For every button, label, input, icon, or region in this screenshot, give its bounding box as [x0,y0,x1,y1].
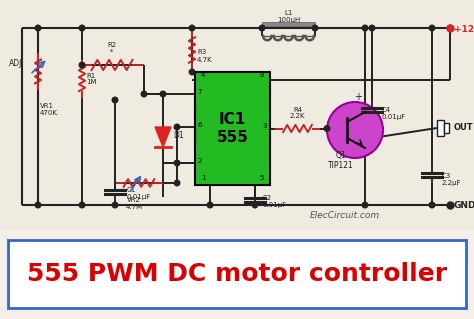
Circle shape [79,202,85,208]
Bar [437,120,444,136]
Circle shape [79,62,85,68]
Text: 1: 1 [201,175,205,181]
Circle shape [112,97,118,103]
Text: C2
0.01μF: C2 0.01μF [263,196,287,209]
Circle shape [429,25,435,31]
Text: VR1
470K: VR1 470K [40,103,58,116]
Circle shape [112,202,118,208]
Circle shape [79,25,85,31]
Circle shape [362,202,368,208]
FancyBboxPatch shape [195,72,270,185]
Bar [444,123,449,133]
Text: IC1
555: IC1 555 [217,112,248,145]
Circle shape [174,180,180,186]
Text: 8: 8 [260,72,264,78]
Text: L1
100μH: L1 100μH [277,10,300,23]
Circle shape [207,202,213,208]
Bar [262,22,315,26]
Text: R2
*: R2 * [108,42,117,55]
Text: C4
0.01μF: C4 0.01μF [382,108,406,121]
Text: D1: D1 [173,130,183,139]
Circle shape [189,69,195,75]
Circle shape [35,25,41,31]
Circle shape [174,124,180,130]
FancyBboxPatch shape [0,0,474,230]
Text: 2: 2 [198,158,202,164]
Text: C3
2.2μF: C3 2.2μF [442,173,462,186]
Circle shape [362,25,368,31]
Text: 6: 6 [198,122,202,128]
Circle shape [141,91,147,97]
Text: R4
2.2K: R4 2.2K [290,107,305,120]
Circle shape [447,25,453,31]
Text: 5: 5 [260,175,264,181]
Text: ElecCircuit.com: ElecCircuit.com [310,211,380,220]
Text: ADJ: ADJ [9,60,22,69]
Circle shape [327,102,383,158]
Text: C1
0.01μF: C1 0.01μF [127,188,151,201]
Text: +: + [354,92,362,102]
Circle shape [35,202,41,208]
Circle shape [324,126,330,131]
Text: VR2
4.7M: VR2 4.7M [126,197,143,210]
Text: 3: 3 [263,123,267,130]
Circle shape [259,25,265,31]
Text: +12V: +12V [454,25,474,33]
Text: 4: 4 [201,72,205,78]
Circle shape [429,202,435,208]
Text: OUT: OUT [454,123,474,132]
Circle shape [252,202,258,208]
Text: 7: 7 [198,89,202,95]
Circle shape [174,160,180,166]
Text: Q1
TIP121: Q1 TIP121 [328,151,354,170]
Circle shape [160,91,166,97]
FancyBboxPatch shape [8,240,466,308]
Text: GND: GND [454,202,474,211]
Circle shape [369,25,375,31]
Text: R3
4.7K: R3 4.7K [197,49,213,63]
Circle shape [312,25,318,31]
Circle shape [189,25,195,31]
Text: 555 PWM DC motor controller: 555 PWM DC motor controller [27,262,447,286]
Polygon shape [155,127,171,147]
Text: R1
1M: R1 1M [86,72,97,85]
